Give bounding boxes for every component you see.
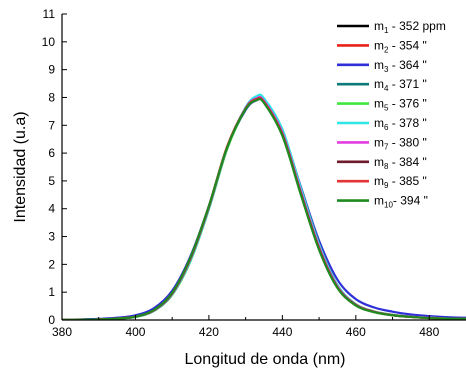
series-layer <box>62 93 466 320</box>
y-tick-label: 1 <box>48 285 55 299</box>
y-tick-label: 8 <box>48 90 55 104</box>
x-tick-label: 420 <box>199 325 219 339</box>
legend-label-9: m9 - 385 " <box>374 174 427 190</box>
x-tick-label: 440 <box>272 325 292 339</box>
series-line-3 <box>62 97 466 320</box>
legend: m1 - 352 ppm m2 - 354 " m3 - 364 " m4 - 371… <box>337 19 446 210</box>
y-tick-label: 10 <box>42 35 56 49</box>
y-tick-label: 4 <box>48 202 55 216</box>
y-tick-label: 2 <box>48 257 55 271</box>
series-line-1 <box>62 96 466 320</box>
y-tick-label: 5 <box>48 174 55 188</box>
y-tick-label: 0 <box>48 313 55 327</box>
y-tick-label: 3 <box>48 230 55 244</box>
series-line-2 <box>62 96 466 320</box>
legend-label-5: m5 - 376 " <box>374 97 427 113</box>
y-tick-label: 7 <box>48 118 55 132</box>
x-axis-title: Longitud de onda (nm) <box>185 351 346 368</box>
x-tick-label: 480 <box>419 325 439 339</box>
x-tick-label: 460 <box>346 325 366 339</box>
series-line-10 <box>62 97 466 320</box>
y-tick-label: 6 <box>48 146 55 160</box>
y-tick-label: 11 <box>43 7 56 21</box>
series-line-4 <box>62 95 466 320</box>
series-line-9 <box>62 97 466 320</box>
y-axis-title: Intensidad (u.a) <box>12 111 29 222</box>
x-tick-label: 380 <box>52 325 72 339</box>
legend-label-6: m6 - 378 " <box>374 116 427 132</box>
series-line-8 <box>62 96 466 320</box>
legend-label-4: m4 - 371 " <box>374 77 427 93</box>
legend-label-2: m2 - 354 " <box>374 38 427 54</box>
x-tick-label: 400 <box>125 325 145 339</box>
legend-label-7: m7 - 380 " <box>374 135 427 151</box>
y-tick-label: 9 <box>48 63 55 77</box>
legend-label-10: m10- 394 " <box>374 194 428 210</box>
legend-label-8: m8 - 384 " <box>374 155 427 171</box>
legend-label-3: m3 - 364 " <box>374 58 427 74</box>
axes-layer: 380 400 420 440 460 480 0 1 2 3 4 5 6 7 8 9 10 11 <box>42 7 466 339</box>
legend-label-1: m1 - 352 ppm <box>374 19 446 35</box>
series-line-7 <box>62 95 466 320</box>
